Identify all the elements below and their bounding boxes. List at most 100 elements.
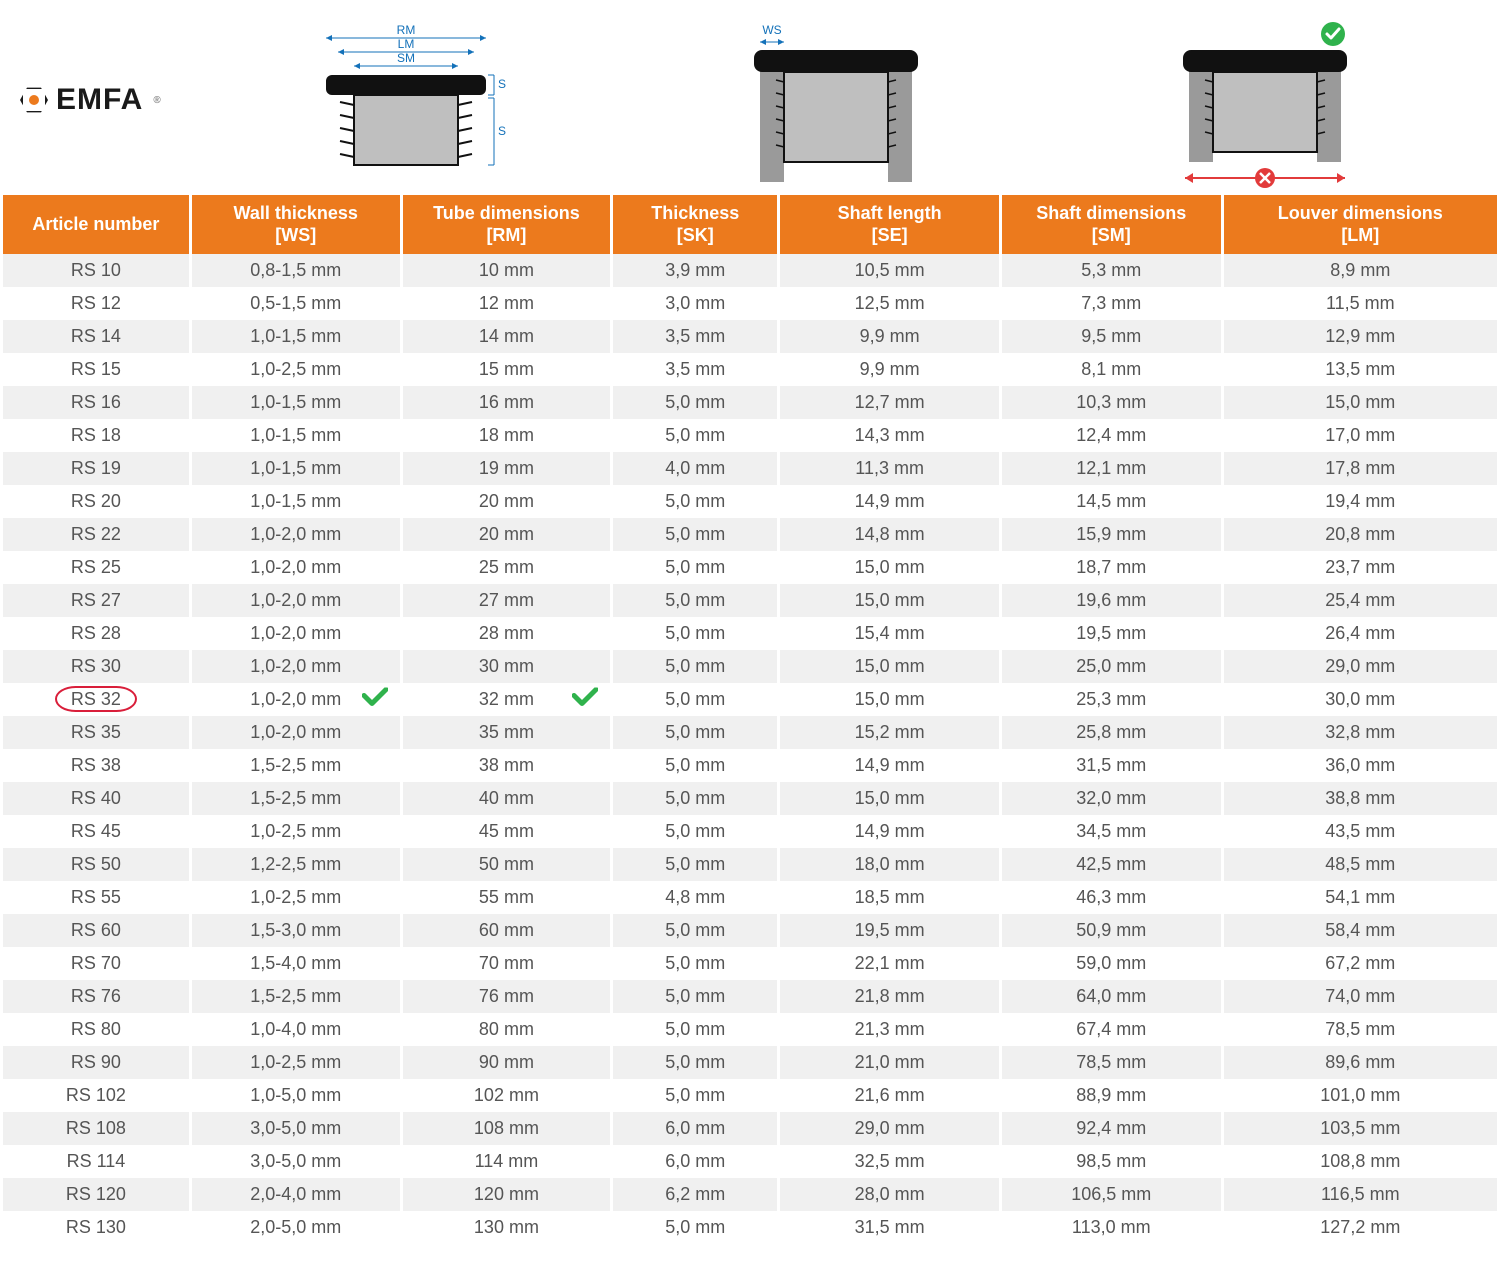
cell-rm: 114 mm <box>403 1145 611 1178</box>
cell-sk: 5,0 mm <box>613 1013 777 1046</box>
cell-lm: 20,8 mm <box>1224 518 1497 551</box>
cell-ws: 1,0-2,5 mm <box>192 881 400 914</box>
cell-ws: 1,0-5,0 mm <box>192 1079 400 1112</box>
cell-article: RS 102 <box>3 1079 189 1112</box>
cell-ws: 1,0-2,0 mm <box>192 716 400 749</box>
cell-lm: 17,8 mm <box>1224 452 1497 485</box>
label-rm: RM <box>397 23 416 37</box>
cell-lm: 26,4 mm <box>1224 617 1497 650</box>
cell-rm: 10 mm <box>403 254 611 287</box>
cell-sm: 88,9 mm <box>1002 1079 1221 1112</box>
table-row: RS 221,0-2,0 mm20 mm5,0 mm14,8 mm15,9 mm… <box>3 518 1497 551</box>
cell-article: RS 20 <box>3 485 189 518</box>
cell-article: RS 40 <box>3 782 189 815</box>
cell-ws: 1,0-1,5 mm <box>192 452 400 485</box>
cell-sk: 5,0 mm <box>613 815 777 848</box>
cell-sk: 5,0 mm <box>613 617 777 650</box>
table-row: RS 1202,0-4,0 mm120 mm6,2 mm28,0 mm106,5… <box>3 1178 1497 1211</box>
cell-se: 15,0 mm <box>780 650 999 683</box>
cell-sm: 7,3 mm <box>1002 287 1221 320</box>
cell-ws: 1,2-2,5 mm <box>192 848 400 881</box>
cell-article: RS 10 <box>3 254 189 287</box>
cell-sm: 15,9 mm <box>1002 518 1221 551</box>
cell-article: RS 28 <box>3 617 189 650</box>
cell-se: 29,0 mm <box>780 1112 999 1145</box>
cell-ws: 1,0-2,0 mm <box>192 617 400 650</box>
cell-ws: 1,0-2,5 mm <box>192 353 400 386</box>
cell-lm: 67,2 mm <box>1224 947 1497 980</box>
cell-sk: 5,0 mm <box>613 551 777 584</box>
cell-sm: 19,6 mm <box>1002 584 1221 617</box>
cell-lm: 15,0 mm <box>1224 386 1497 419</box>
column-header-sm: Shaft dimensions[SM] <box>1002 195 1221 254</box>
cell-lm: 38,8 mm <box>1224 782 1497 815</box>
diagram-dimensions: RM LM SM <box>306 20 506 190</box>
table-row: RS 501,2-2,5 mm50 mm5,0 mm18,0 mm42,5 mm… <box>3 848 1497 881</box>
cell-se: 15,0 mm <box>780 551 999 584</box>
cell-sm: 98,5 mm <box>1002 1145 1221 1178</box>
cell-lm: 78,5 mm <box>1224 1013 1497 1046</box>
cell-article: RS 30 <box>3 650 189 683</box>
cell-lm: 29,0 mm <box>1224 650 1497 683</box>
cell-se: 21,0 mm <box>780 1046 999 1079</box>
cell-lm: 25,4 mm <box>1224 584 1497 617</box>
cell-article: RS 16 <box>3 386 189 419</box>
cell-sk: 6,0 mm <box>613 1112 777 1145</box>
page-root: EMFA ® RM LM SM <box>0 0 1500 1244</box>
cell-lm: 103,5 mm <box>1224 1112 1497 1145</box>
cell-ws: 1,0-1,5 mm <box>192 419 400 452</box>
cell-sm: 46,3 mm <box>1002 881 1221 914</box>
table-row: RS 251,0-2,0 mm25 mm5,0 mm15,0 mm18,7 mm… <box>3 551 1497 584</box>
cell-lm: 23,7 mm <box>1224 551 1497 584</box>
cell-sk: 5,0 mm <box>613 848 777 881</box>
cell-article: RS 18 <box>3 419 189 452</box>
cell-rm: 27 mm <box>403 584 611 617</box>
cell-sm: 31,5 mm <box>1002 749 1221 782</box>
cell-sk: 5,0 mm <box>613 782 777 815</box>
cell-sm: 42,5 mm <box>1002 848 1221 881</box>
cell-se: 31,5 mm <box>780 1211 999 1244</box>
cell-article: RS 60 <box>3 914 189 947</box>
cell-se: 19,5 mm <box>780 914 999 947</box>
cell-sm: 8,1 mm <box>1002 353 1221 386</box>
cell-se: 28,0 mm <box>780 1178 999 1211</box>
cell-sk: 5,0 mm <box>613 914 777 947</box>
table-row: RS 1083,0-5,0 mm108 mm6,0 mm29,0 mm92,4 … <box>3 1112 1497 1145</box>
table-row: RS 761,5-2,5 mm76 mm5,0 mm21,8 mm64,0 mm… <box>3 980 1497 1013</box>
column-header-lm: Louver dimensions[LM] <box>1224 195 1497 254</box>
cell-sm: 10,3 mm <box>1002 386 1221 419</box>
diagram-fit-svg <box>1165 20 1365 190</box>
cell-ws: 3,0-5,0 mm <box>192 1112 400 1145</box>
cell-lm: 12,9 mm <box>1224 320 1497 353</box>
cell-se: 14,9 mm <box>780 815 999 848</box>
cell-article: RS 35 <box>3 716 189 749</box>
cell-rm: 19 mm <box>403 452 611 485</box>
cell-se: 9,9 mm <box>780 320 999 353</box>
cell-se: 14,9 mm <box>780 485 999 518</box>
cell-sk: 4,0 mm <box>613 452 777 485</box>
cell-ws: 3,0-5,0 mm <box>192 1145 400 1178</box>
table-row: RS 301,0-2,0 mm30 mm5,0 mm15,0 mm25,0 mm… <box>3 650 1497 683</box>
cell-article: RS 45 <box>3 815 189 848</box>
cell-rm: 20 mm <box>403 485 611 518</box>
table-body: RS 100,8-1,5 mm10 mm3,9 mm10,5 mm5,3 mm8… <box>3 254 1497 1244</box>
cell-sm: 19,5 mm <box>1002 617 1221 650</box>
cell-sk: 6,0 mm <box>613 1145 777 1178</box>
cell-lm: 58,4 mm <box>1224 914 1497 947</box>
label-ws: WS <box>762 23 781 37</box>
cell-se: 14,9 mm <box>780 749 999 782</box>
cell-rm: 12 mm <box>403 287 611 320</box>
column-header-rm: Tube dimensions[RM] <box>403 195 611 254</box>
cell-article: RS 25 <box>3 551 189 584</box>
table-row: RS 1021,0-5,0 mm102 mm5,0 mm21,6 mm88,9 … <box>3 1079 1497 1112</box>
cell-sm: 25,0 mm <box>1002 650 1221 683</box>
table-row: RS 281,0-2,0 mm28 mm5,0 mm15,4 mm19,5 mm… <box>3 617 1497 650</box>
cell-ws: 1,5-3,0 mm <box>192 914 400 947</box>
cell-sm: 59,0 mm <box>1002 947 1221 980</box>
cell-article: RS 15 <box>3 353 189 386</box>
cell-sk: 5,0 mm <box>613 419 777 452</box>
cell-sk: 5,0 mm <box>613 650 777 683</box>
cell-lm: 32,8 mm <box>1224 716 1497 749</box>
cell-ws: 1,5-4,0 mm <box>192 947 400 980</box>
cell-sk: 3,0 mm <box>613 287 777 320</box>
